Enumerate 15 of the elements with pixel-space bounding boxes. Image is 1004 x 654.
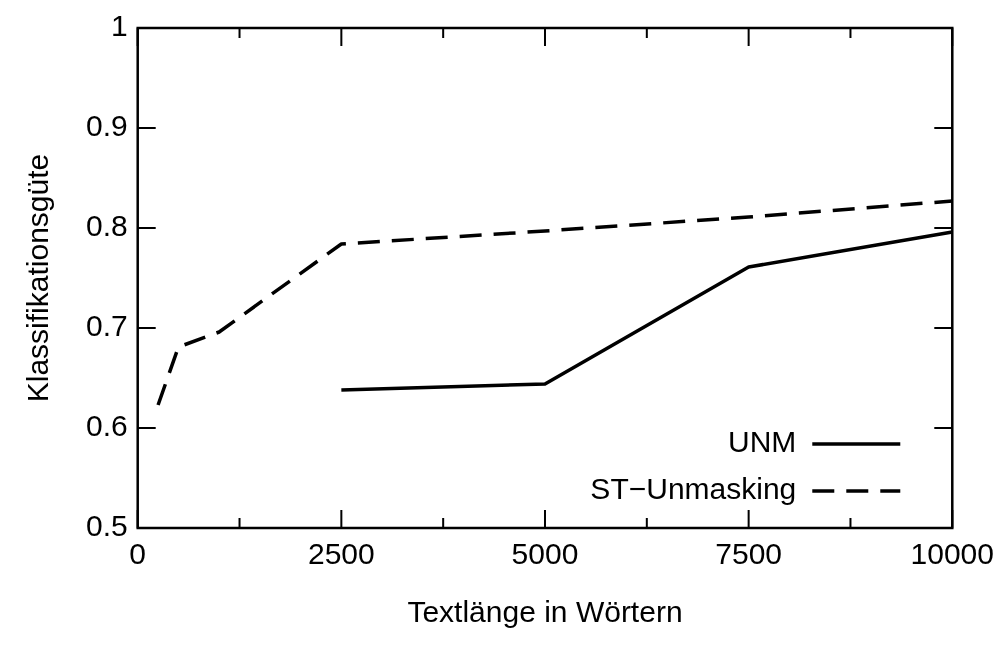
y-tick-label: 0.7	[85, 309, 128, 343]
y-tick-label: 0.5	[85, 509, 128, 543]
x-tick-label: 7500	[715, 537, 783, 571]
x-axis-title: Textlänge in Wörtern	[407, 595, 683, 629]
x-tick-label: 0	[129, 537, 147, 571]
legend-label: UNM	[727, 425, 797, 459]
y-axis-title: Klassifikationsgüte	[21, 153, 55, 403]
legend-label: ST−Unmasking	[590, 472, 797, 506]
x-tick-label: 5000	[511, 537, 579, 571]
y-tick-label: 0.8	[85, 209, 128, 243]
x-tick-label: 2500	[307, 537, 375, 571]
x-tick-label: 10000	[910, 537, 995, 571]
y-tick-label: 0.9	[85, 109, 128, 143]
y-tick-label: 1	[111, 9, 128, 43]
y-tick-label: 0.6	[85, 409, 128, 443]
